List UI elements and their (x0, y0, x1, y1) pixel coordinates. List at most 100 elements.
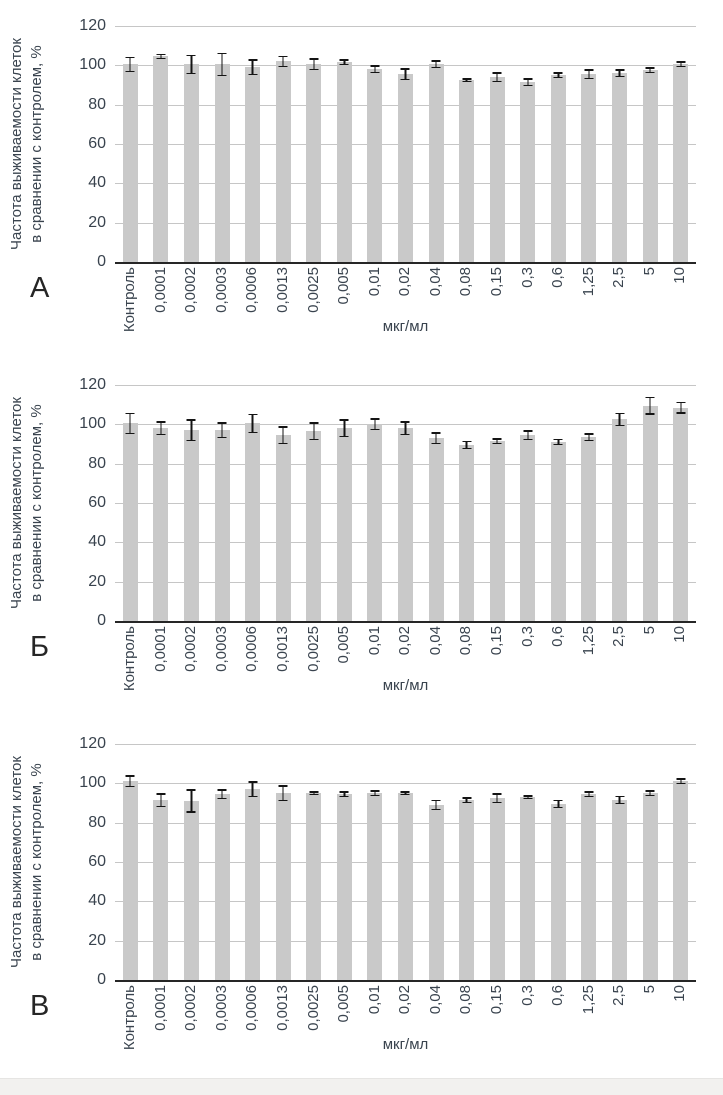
x-axis-title: мкг/мл (382, 318, 429, 335)
error-bar (370, 65, 380, 74)
error-cap-bottom (217, 74, 227, 77)
bar-0,15 (489, 441, 505, 621)
x-tick-slot: 0,0002 (176, 985, 207, 1065)
x-tick-label: 0,01 (365, 626, 383, 656)
error-line (496, 72, 498, 83)
x-tick-slot: 0,0006 (237, 626, 268, 706)
bar-0,0025 (306, 431, 322, 621)
x-tick-label: 0,005 (335, 267, 353, 305)
x-tick-slot: 0,0013 (268, 626, 299, 706)
error-cap-bottom (248, 431, 258, 434)
x-tick-label: 0,0002 (182, 626, 200, 672)
error-bar (615, 69, 625, 78)
error-bar (339, 59, 349, 66)
x-tick-label: 0,6 (549, 985, 567, 1006)
bar-slot (115, 385, 146, 621)
error-cap-bottom (156, 433, 166, 436)
bar-Контроль (122, 423, 138, 621)
x-tick-slot: 1,25 (574, 985, 605, 1065)
bar-slot (604, 385, 635, 621)
bar-slot (543, 26, 574, 262)
error-line (496, 438, 498, 444)
error-line (160, 421, 162, 436)
bar-slot (390, 26, 421, 262)
y-tick-label: 120 (79, 376, 106, 393)
x-tick-label: 0,0002 (182, 985, 200, 1031)
bar-slot (298, 26, 329, 262)
x-tick-slot: 10 (665, 985, 696, 1065)
x-tick-label: 0,0006 (243, 985, 261, 1031)
x-tick-label: 0,0006 (243, 267, 261, 313)
x-tick-slot: 2,5 (604, 626, 635, 706)
bar-slot (268, 385, 299, 621)
error-line (649, 396, 651, 415)
bar-0,0013 (275, 435, 291, 621)
error-cap-bottom (553, 443, 563, 445)
error-line (649, 67, 651, 74)
x-tick-label: 0,0025 (304, 985, 322, 1031)
x-tick-slot: 5 (635, 267, 666, 347)
x-tick-label: 0,6 (549, 626, 567, 647)
error-cap-bottom (217, 797, 227, 800)
error-bar (584, 69, 594, 80)
x-tick-slot: Контроль (115, 626, 146, 706)
bar-0,02 (397, 793, 413, 980)
bar-slot (635, 385, 666, 621)
error-line (435, 800, 437, 810)
x-tick-label: 0,01 (365, 267, 383, 297)
error-cap-bottom (645, 413, 655, 415)
x-tick-slot: 0,04 (421, 985, 452, 1065)
bar-2,5 (612, 73, 628, 262)
gridline-120 (115, 385, 696, 386)
x-tick-slot: 0,6 (543, 267, 574, 347)
x-axis-ticks: Контроль 0,0001 0,0002 0,0003 0,0006 0,0013 0,… (115, 985, 696, 1065)
error-line (680, 778, 682, 785)
x-tick-label: 0,0003 (212, 626, 230, 672)
x-tick-slot: 0,04 (421, 626, 452, 706)
error-line (282, 55, 284, 68)
bar-0,01 (367, 424, 383, 621)
x-tick-slot: 10 (665, 267, 696, 347)
error-line (465, 441, 468, 449)
error-line (221, 52, 223, 77)
bar-slot (146, 385, 177, 621)
error-bar (156, 421, 166, 436)
chart-panel-v: Частота выживаемости клеток в сравнении … (0, 718, 723, 1077)
bar-slot (115, 26, 146, 262)
error-bar (339, 419, 349, 438)
error-cap-bottom (492, 442, 502, 444)
x-tick-label: 10 (671, 267, 689, 284)
bar-0,15 (489, 798, 505, 980)
y-tick-label: 80 (88, 813, 106, 831)
bar-10 (673, 781, 689, 980)
bar-0,6 (550, 75, 566, 262)
x-tick-label: 0,15 (487, 626, 505, 656)
error-bar (553, 439, 563, 445)
x-tick-label: 5 (640, 267, 658, 276)
error-bar (156, 53, 166, 60)
page-footer-strip (0, 1078, 723, 1095)
bar-slot (207, 385, 238, 621)
bar-slot (574, 744, 605, 980)
error-cap-bottom (217, 436, 227, 439)
bar-slot (574, 385, 605, 621)
error-line (313, 791, 315, 796)
error-bar (339, 791, 349, 798)
bar-0,3 (520, 797, 536, 980)
error-line (251, 781, 254, 798)
x-tick-label: 0,02 (396, 267, 414, 297)
bar-0,0002 (183, 430, 199, 621)
error-line (190, 789, 193, 813)
panel-label-a: А (30, 272, 50, 304)
error-line (527, 430, 529, 441)
y-tick-label: 0 (97, 612, 106, 629)
bar-slot (237, 26, 268, 262)
bar-1,25 (581, 437, 597, 621)
error-cap-bottom (523, 84, 533, 86)
error-cap-bottom (615, 75, 625, 78)
x-tick-label: 2,5 (610, 267, 628, 288)
error-bar (462, 441, 472, 449)
x-tick-slot: 0,15 (482, 626, 513, 706)
bar-0,005 (336, 794, 352, 980)
bar-0,0002 (183, 64, 199, 262)
